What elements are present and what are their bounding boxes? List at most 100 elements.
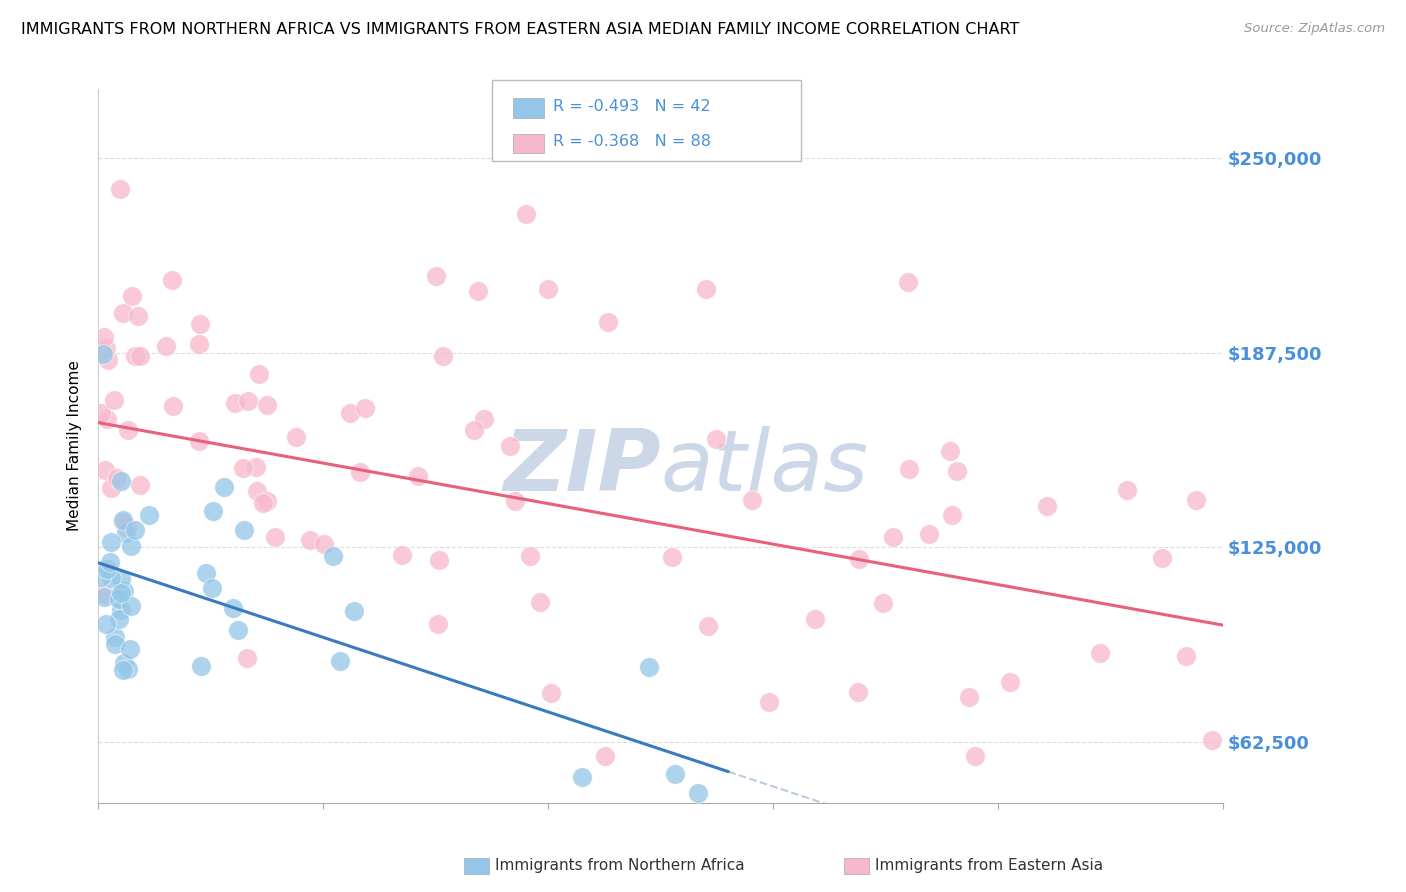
Point — [117, 520, 139, 534]
Point — [593, 749, 616, 764]
Point — [105, 471, 128, 485]
Point — [104, 637, 127, 651]
Point — [232, 461, 254, 475]
Point — [897, 276, 920, 290]
Point — [661, 550, 683, 565]
Point — [686, 787, 709, 801]
Point — [529, 595, 551, 609]
Point — [188, 317, 211, 331]
Text: R = -0.368   N = 88: R = -0.368 N = 88 — [553, 135, 710, 149]
Point — [117, 662, 139, 676]
Point — [804, 612, 827, 626]
Point — [695, 282, 717, 296]
Point — [118, 641, 141, 656]
Point — [90, 406, 112, 420]
Point — [120, 599, 142, 613]
Point — [120, 539, 142, 553]
Point — [897, 461, 920, 475]
Point — [201, 581, 224, 595]
Point — [112, 664, 135, 678]
Point — [425, 269, 447, 284]
Point — [103, 393, 125, 408]
Point — [236, 650, 259, 665]
Point — [312, 537, 335, 551]
Point — [93, 587, 115, 601]
Point — [872, 596, 894, 610]
Text: ZIP: ZIP — [503, 425, 661, 509]
Point — [571, 770, 593, 784]
Text: Immigrants from Northern Africa: Immigrants from Northern Africa — [495, 858, 745, 872]
Point — [100, 571, 122, 585]
Point — [187, 337, 209, 351]
Point — [515, 207, 537, 221]
Point — [90, 570, 112, 584]
Y-axis label: Median Family Income: Median Family Income — [67, 360, 83, 532]
Point — [245, 460, 267, 475]
Point — [1175, 649, 1198, 664]
Point — [129, 349, 152, 363]
Point — [187, 434, 209, 448]
Point — [353, 401, 375, 416]
Point — [155, 339, 177, 353]
Point — [741, 492, 763, 507]
Point — [228, 623, 250, 637]
Point — [339, 406, 361, 420]
Point — [848, 551, 870, 566]
Point — [222, 601, 245, 615]
Point — [540, 686, 562, 700]
Point — [343, 605, 366, 619]
Point — [190, 658, 212, 673]
Point — [329, 654, 352, 668]
Point — [110, 586, 132, 600]
Point — [110, 603, 132, 617]
Point — [107, 612, 129, 626]
Point — [499, 439, 522, 453]
Point — [112, 584, 135, 599]
Point — [100, 535, 122, 549]
Point — [519, 549, 541, 564]
Point — [97, 353, 120, 368]
Point — [96, 412, 118, 426]
Point — [322, 549, 344, 563]
Point — [103, 630, 125, 644]
Point — [285, 430, 308, 444]
Point — [998, 675, 1021, 690]
Point — [596, 315, 619, 329]
Point — [160, 273, 183, 287]
Point — [93, 590, 115, 604]
Point — [941, 508, 963, 523]
Point — [256, 398, 278, 412]
Point — [298, 533, 321, 548]
Point — [427, 553, 450, 567]
Point — [1036, 499, 1059, 513]
Text: Immigrants from Eastern Asia: Immigrants from Eastern Asia — [875, 858, 1102, 872]
Point — [108, 181, 131, 195]
Text: Source: ZipAtlas.com: Source: ZipAtlas.com — [1244, 22, 1385, 36]
Point — [252, 496, 274, 510]
Point — [94, 463, 117, 477]
Point — [162, 399, 184, 413]
Point — [138, 508, 160, 522]
Point — [537, 282, 560, 296]
Point — [918, 526, 941, 541]
Point — [128, 478, 150, 492]
Point — [957, 690, 980, 704]
Point — [246, 484, 269, 499]
Point — [256, 494, 278, 508]
Point — [474, 412, 496, 426]
Point — [96, 562, 118, 576]
Point — [391, 548, 413, 562]
Point — [110, 572, 132, 586]
Point — [98, 556, 121, 570]
Text: IMMIGRANTS FROM NORTHERN AFRICA VS IMMIGRANTS FROM EASTERN ASIA MEDIAN FAMILY IN: IMMIGRANTS FROM NORTHERN AFRICA VS IMMIG… — [21, 22, 1019, 37]
Point — [1116, 483, 1139, 497]
Point — [463, 423, 485, 437]
Point — [503, 493, 526, 508]
Point — [212, 481, 235, 495]
Point — [637, 660, 659, 674]
Point — [263, 530, 285, 544]
Point — [195, 566, 218, 580]
Point — [232, 523, 254, 537]
Point — [427, 617, 450, 632]
Point — [432, 349, 454, 363]
